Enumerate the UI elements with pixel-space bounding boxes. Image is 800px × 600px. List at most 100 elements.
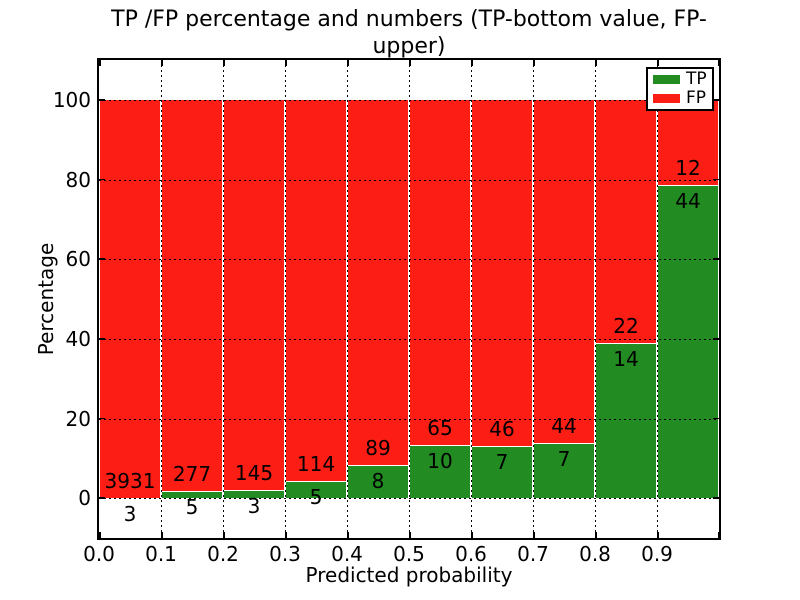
legend-entry-tp: TP: [653, 71, 707, 88]
y-tick-mark: [713, 338, 719, 340]
x-tick-mark: [347, 60, 349, 66]
x-tick-mark: [161, 60, 163, 66]
y-tick-mark: [713, 497, 719, 499]
y-tick-mark: [99, 99, 105, 101]
y-tick-label: 40: [65, 326, 91, 351]
y-tick-mark: [99, 417, 105, 420]
tp-count-label: 7: [495, 449, 509, 474]
legend-label-fp: FP: [686, 88, 707, 108]
x-tick-mark: [717, 60, 719, 66]
bar-fp-segment: [533, 99, 595, 444]
x-tick-label: 0.8: [579, 542, 611, 566]
fp-count-label: 22: [613, 314, 639, 339]
v-gridline: [409, 60, 411, 538]
legend-swatch-tp: [653, 75, 680, 84]
x-tick-mark: [99, 532, 101, 538]
bar-tp-segment: [409, 445, 471, 499]
y-tick-mark: [99, 497, 105, 499]
v-gridline: [657, 60, 659, 538]
legend-label-tp: TP: [686, 69, 707, 89]
y-tick-label: 20: [65, 406, 91, 431]
x-tick-mark: [471, 60, 473, 66]
chart-title-line1: TP /FP percentage and numbers (TP-bottom…: [111, 7, 707, 59]
x-tick-mark: [347, 532, 349, 538]
fp-count-label: 89: [365, 436, 391, 461]
bar-fp-segment: [409, 99, 471, 446]
x-tick-mark: [409, 60, 411, 66]
x-tick-label: 0.6: [455, 542, 487, 566]
y-tick-mark: [99, 338, 105, 340]
x-tick-mark: [595, 532, 597, 538]
x-tick-mark: [657, 532, 659, 538]
v-gridline: [285, 60, 287, 538]
tp-count-label: 8: [371, 469, 385, 494]
bar-fp-segment: [161, 99, 223, 492]
x-tick-mark: [223, 60, 225, 66]
v-gridline: [161, 60, 163, 538]
x-tick-mark: [717, 532, 719, 538]
fp-count-label: 46: [489, 416, 515, 441]
x-tick-label: 0.3: [269, 542, 301, 566]
fp-count-label: 12: [675, 156, 701, 181]
x-tick-label: 0.1: [145, 542, 177, 566]
y-axis-label: Percentage: [34, 242, 58, 356]
fp-count-label: 65: [427, 416, 453, 441]
legend: TP FP: [646, 67, 714, 111]
x-tick-mark: [657, 60, 659, 66]
y-tick-label: 100: [52, 87, 91, 112]
plot-area: TP FP 3931 3 277 5 145 3 114 5 89 8 65 10 46 7 44 7 22 14…: [97, 58, 721, 540]
x-tick-mark: [285, 60, 287, 66]
x-tick-mark: [471, 532, 473, 538]
x-tick-mark: [161, 532, 163, 538]
tp-count-label: 7: [557, 447, 571, 472]
x-tick-label: 0.4: [331, 542, 363, 566]
x-tick-label: 0.0: [83, 542, 115, 566]
x-tick-mark: [595, 60, 597, 66]
x-tick-mark: [409, 532, 411, 538]
x-tick-label: 0.5: [393, 542, 425, 566]
y-tick-mark: [713, 258, 719, 260]
x-axis-label: Predicted probability: [305, 563, 513, 587]
bar-fp-segment: [285, 99, 347, 482]
x-tick-mark: [99, 60, 101, 66]
bar-fp-segment: [347, 99, 409, 466]
v-gridline: [223, 60, 225, 538]
x-tick-mark: [533, 60, 535, 66]
tp-count-label: 5: [309, 485, 323, 510]
y-tick-label: 0: [78, 486, 91, 511]
y-tick-mark: [99, 178, 105, 181]
y-tick-mark: [713, 178, 719, 181]
v-gridline: [347, 60, 349, 538]
y-tick-mark: [713, 417, 719, 420]
fp-count-label: 277: [172, 462, 212, 487]
y-tick-label: 60: [65, 247, 91, 272]
plot-inner: TP FP 3931 3 277 5 145 3 114 5 89 8 65 10 46 7 44 7 22 14…: [99, 60, 719, 538]
legend-swatch-fp: [653, 94, 680, 103]
v-gridline: [595, 60, 597, 538]
bar-fp-segment: [223, 99, 285, 491]
y-tick-mark: [713, 99, 719, 101]
fp-count-label: 114: [296, 452, 336, 477]
y-tick-label: 80: [65, 167, 91, 192]
tp-count-label: 10: [427, 449, 453, 474]
tp-count-label: 44: [675, 189, 701, 214]
y-tick-mark: [99, 258, 105, 260]
bar-fp-segment: [99, 99, 161, 498]
tp-count-label: 3: [123, 501, 137, 526]
fp-count-label: 145: [234, 461, 274, 486]
fp-count-label: 3931: [104, 468, 156, 493]
x-tick-mark: [533, 532, 535, 538]
v-gridline: [533, 60, 535, 538]
tp-count-label: 3: [247, 494, 261, 519]
x-tick-label: 0.7: [517, 542, 549, 566]
fp-count-label: 44: [551, 414, 577, 439]
bar-tp-segment: [657, 185, 719, 499]
x-tick-label: 0.2: [207, 542, 239, 566]
x-tick-mark: [223, 532, 225, 538]
x-tick-label: 0.9: [641, 542, 673, 566]
bar-fp-segment: [471, 99, 533, 446]
bar-fp-segment: [595, 99, 657, 344]
tp-count-label: 5: [185, 495, 199, 520]
bar-tp-segment: [595, 343, 657, 499]
